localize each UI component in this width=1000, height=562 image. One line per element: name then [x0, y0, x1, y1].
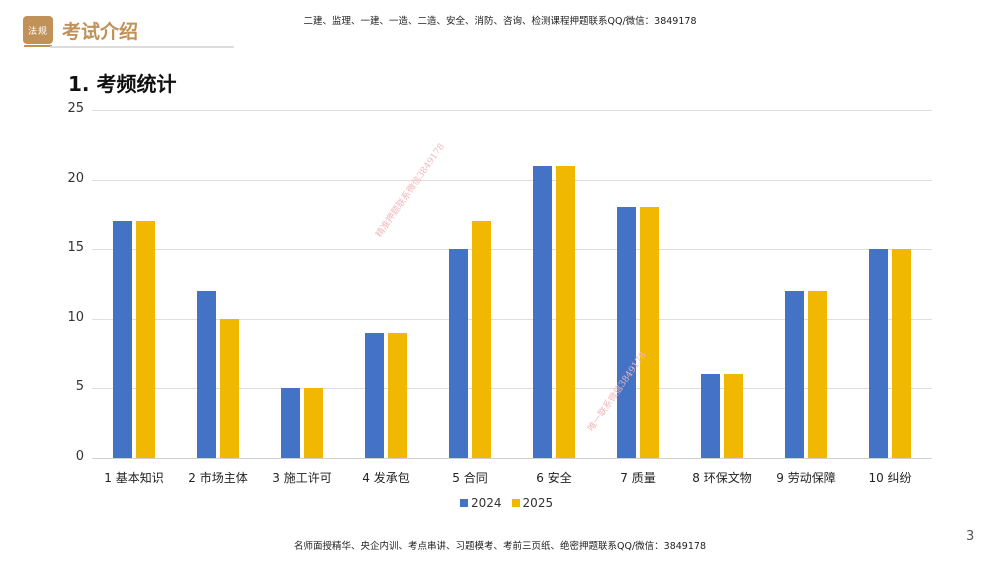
bar-2025 [892, 249, 911, 458]
category-badge: 法规 [23, 16, 53, 44]
page-heading: 1. 考频统计 [68, 72, 177, 96]
x-tick-label: 8 环保文物 [692, 471, 752, 485]
bar-2025 [136, 221, 155, 458]
y-tick-label: 0 [75, 449, 84, 464]
bar-2025 [388, 332, 407, 458]
bar-2025 [808, 290, 827, 458]
bar-2025 [304, 388, 323, 458]
y-tick-label: 10 [67, 309, 84, 325]
legend-item-2024: 2024 [460, 496, 502, 510]
y-tick-label: 5 [75, 379, 84, 395]
section-title: 考试介绍 [62, 21, 139, 43]
x-tick-label: 2 市场主体 [188, 471, 248, 485]
legend-item-2025: 2025 [511, 496, 554, 510]
x-tick-label: 4 发承包 [362, 471, 410, 485]
bar-2024 [785, 290, 804, 458]
bar-2024 [701, 374, 720, 458]
page-number: 3 [966, 529, 975, 544]
y-tick-label: 20 [67, 170, 84, 186]
badge-underline [24, 45, 52, 47]
legend-label: 2024 [471, 496, 502, 510]
gridline [92, 318, 932, 320]
y-tick-label: 25 [67, 101, 84, 116]
x-tick-label: 1 基本知识 [104, 471, 164, 485]
bottom-contact-note: 名师面授精华、央企内训、考点串讲、习题模考、考前三页纸、绝密押题联系QQ/微信：… [294, 541, 706, 552]
x-tick-label: 9 劳动保障 [776, 471, 836, 485]
gridline [92, 388, 932, 390]
gridline [92, 249, 932, 251]
bar-2025 [472, 221, 491, 458]
gridline [92, 179, 932, 181]
bar-2024 [533, 165, 552, 458]
bar-2024 [113, 221, 132, 458]
badge-text: 法规 [27, 26, 48, 37]
x-tick-label: 5 合同 [452, 471, 488, 485]
header-divider [50, 46, 234, 48]
x-tick-label: 10 纠纷 [868, 471, 912, 485]
bar-2024 [449, 249, 468, 458]
bar-2025 [220, 318, 239, 458]
top-contact-note: 二建、监理、一建、一造、二造、安全、消防、咨询、检测课程押题联系QQ/微信：38… [303, 16, 697, 27]
chart-legend: 2024 2025 [460, 496, 553, 510]
legend-label: 2025 [522, 496, 554, 510]
bar-2024 [281, 388, 300, 458]
bar-2024 [617, 207, 636, 458]
gridline [92, 110, 932, 111]
bar-2024 [365, 332, 384, 458]
x-tick-label: 3 施工许可 [272, 471, 332, 485]
y-tick-label: 15 [67, 240, 84, 256]
legend-swatch-icon [460, 499, 468, 507]
gridline [92, 458, 932, 459]
bar-2025 [724, 374, 743, 458]
bar-2024 [197, 290, 216, 458]
bar-2025 [640, 207, 659, 458]
x-tick-label: 7 质量 [620, 471, 656, 485]
legend-swatch-icon [511, 499, 520, 507]
bar-2024 [869, 249, 888, 458]
x-tick-label: 6 安全 [536, 471, 572, 485]
bar-2025 [556, 165, 575, 458]
